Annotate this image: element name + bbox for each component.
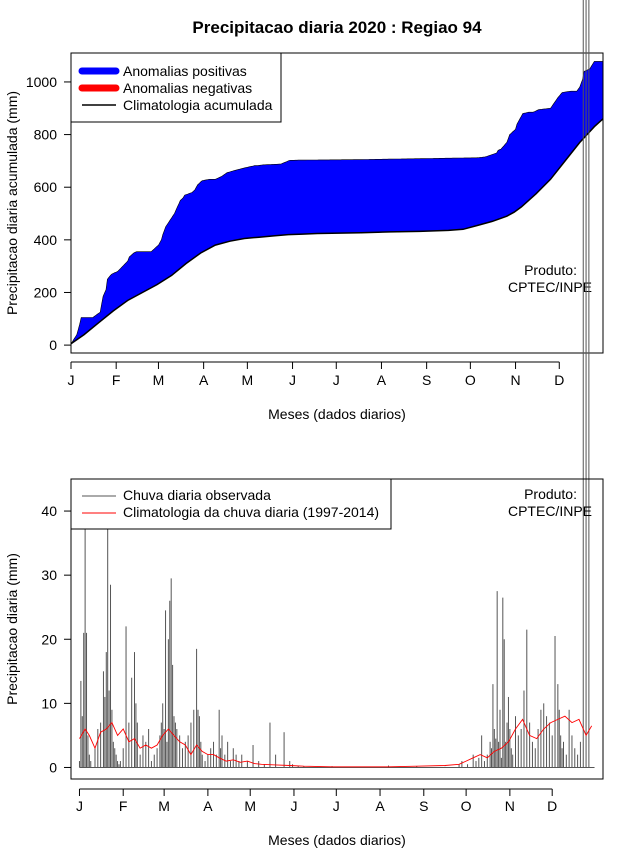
- legend-box: [70, 478, 392, 530]
- y-tick-label: 600: [34, 179, 58, 195]
- x-tick-label: F: [112, 372, 121, 388]
- x-tick-label: S: [419, 798, 428, 814]
- annotation-source: CPTEC/INPE: [508, 279, 592, 295]
- y-axis: 0 10 20 30 40: [41, 503, 72, 775]
- climatology-line: [79, 715, 593, 768]
- x-tick-label: D: [547, 798, 557, 814]
- x-tick-label: J: [289, 372, 296, 388]
- x-axis-label: Meses (dados diarios): [268, 832, 406, 848]
- y-tick-label: 40: [41, 503, 57, 519]
- legend: Anomalias positivas Anomalias negativas …: [70, 52, 282, 123]
- y-tick-label: 800: [34, 127, 58, 143]
- x-tick-label: M: [158, 798, 170, 814]
- climatology-daily-line: [79, 715, 593, 768]
- x-tick-label: J: [76, 798, 83, 814]
- x-tick-label: A: [377, 372, 387, 388]
- x-tick-label: O: [461, 798, 472, 814]
- legend-label: Anomalias negativas: [123, 80, 252, 96]
- x-tick-label: M: [244, 798, 256, 814]
- x-axis-label: Meses (dados diarios): [268, 406, 406, 422]
- x-tick-label: A: [199, 372, 209, 388]
- x-tick-label: A: [375, 798, 385, 814]
- y-tick-label: 10: [41, 695, 57, 711]
- y-axis-label: Precipitacao diaria (mm): [4, 553, 20, 705]
- y-tick-label: 20: [41, 631, 57, 647]
- x-tick-label: A: [203, 798, 213, 814]
- daily-chart: 0 10 20 30 40 J F M A M J J A S O N D Precipitacao diar…: [4, 0, 604, 848]
- x-tick-label: M: [242, 372, 254, 388]
- x-tick-label: M: [153, 372, 165, 388]
- climatology-accumulated-line: [70, 118, 604, 345]
- legend-label: Climatologia acumulada: [123, 97, 273, 113]
- x-tick-label: J: [68, 372, 75, 388]
- y-tick-label: 30: [41, 567, 57, 583]
- x-tick-label: F: [119, 798, 128, 814]
- x-tick-label: D: [554, 372, 564, 388]
- y-tick-label: 0: [49, 759, 57, 775]
- y-tick-label: 200: [34, 284, 58, 300]
- annotation-source: CPTEC/INPE: [508, 503, 592, 519]
- figure-title: Precipitacao diaria 2020 : Regiao 94: [192, 18, 482, 37]
- legend-label: Anomalias positivas: [123, 63, 247, 79]
- annotation-product: Produto:: [524, 262, 577, 278]
- y-axis-label: Precipitacao diaria acumulada (mm): [4, 91, 20, 315]
- x-tick-label: N: [505, 798, 515, 814]
- legend: Chuva diaria observada Climatologia da c…: [70, 478, 392, 530]
- y-tick-label: 1000: [26, 74, 57, 90]
- x-tick-label: S: [422, 372, 431, 388]
- x-tick-label: J: [333, 372, 340, 388]
- legend-label: Climatologia da chuva diaria (1997-2014): [123, 504, 379, 520]
- y-axis: 0 200 400 600 800 1000: [26, 74, 72, 353]
- x-tick-label: O: [465, 372, 476, 388]
- x-tick-label: N: [510, 372, 520, 388]
- x-tick-label: J: [290, 798, 297, 814]
- observed-bars: [78, 0, 595, 768]
- x-tick-label: J: [333, 798, 340, 814]
- accumulated-chart: 0 200 400 600 800 1000 J F M A M J J A S O N D Precipita…: [4, 52, 604, 422]
- annotation-product: Produto:: [524, 486, 577, 502]
- y-tick-label: 0: [49, 337, 57, 353]
- y-tick-label: 400: [34, 232, 58, 248]
- legend-label: Chuva diaria observada: [123, 487, 271, 503]
